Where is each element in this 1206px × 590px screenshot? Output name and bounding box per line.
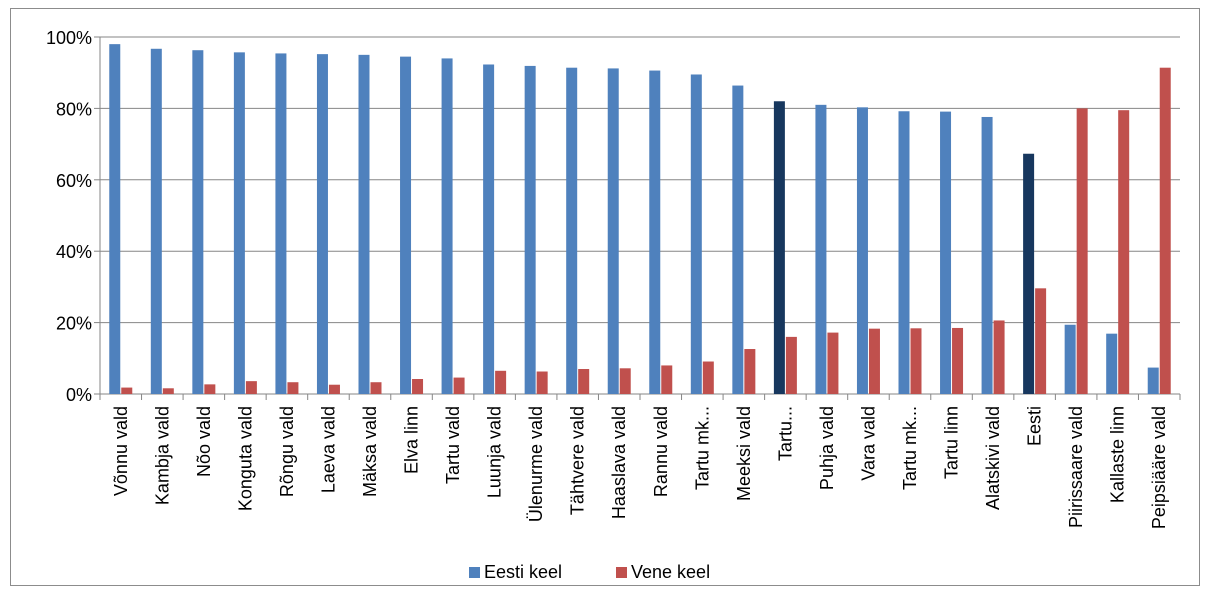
y-tick-label: 0% [66,385,92,405]
bar-eesti-keel [524,65,536,395]
bar-eesti-keel [150,48,162,394]
chart-frame [10,8,1200,586]
x-category-label: Konguta vald [235,406,255,511]
bar-vene-keel [868,328,880,394]
x-category-label: Peipsiääre vald [1149,406,1169,529]
x-category-label: Puhja vald [817,406,837,490]
bar-vene-keel [952,327,964,394]
bar-eesti-keel [1064,324,1076,394]
bar-eesti-keel [815,104,827,394]
y-tick-label: 60% [56,171,92,191]
bar-vene-keel [162,388,174,394]
legend-label-eesti-keel: Eesti keel [484,562,562,582]
x-category-label: Meeksi vald [734,406,754,501]
legend-label-vene-keel: Vene keel [631,562,710,582]
bar-eesti-keel [109,44,121,394]
bar-vene-keel [785,336,797,394]
bar-vene-keel [245,381,257,394]
legend-swatch-vene-keel [616,567,627,578]
x-category-label: Tartu vald [443,406,463,484]
bar-vene-keel [495,370,507,394]
bar-eesti-keel [1147,367,1159,394]
x-category-label: Piirissaare vald [1066,406,1086,528]
x-category-label: Tartu... [775,406,795,461]
bar-eesti-keel [1023,153,1035,394]
bar-eesti-keel [566,67,578,395]
y-tick-label: 40% [56,242,92,262]
x-category-label: Kambja vald [152,406,172,505]
bar-vene-keel [412,379,424,394]
bar-eesti-keel [483,64,495,394]
bar-vene-keel [287,382,299,394]
bar-eesti-keel [233,52,245,394]
x-category-label: Võnnu vald [111,406,131,496]
bar-vene-keel [827,332,839,394]
x-category-label: Rõngu vald [277,406,297,497]
bar-vene-keel [619,368,631,394]
bar-eesti-keel [441,58,453,395]
bar-vene-keel [121,387,133,394]
bar-eesti-keel [192,50,204,395]
x-category-label: Alatskivi vald [983,406,1003,510]
bar-vene-keel [1159,67,1171,395]
bar-eesti-keel [898,111,910,395]
bar-eesti-keel [649,70,661,395]
bar-vene-keel [204,384,216,394]
bar-vene-keel [1118,110,1130,394]
bar-vene-keel [453,377,465,394]
bar-vene-keel [744,349,756,394]
x-category-label: Laeva vald [318,406,338,493]
bar-vene-keel [661,365,673,394]
bar-vene-keel [578,369,590,394]
x-category-label: Luunja vald [485,406,505,498]
bar-vene-keel [1076,108,1088,395]
bar-eesti-keel [275,53,287,395]
x-category-label: Kallaste linn [1108,406,1128,503]
bar-vene-keel [1035,288,1047,394]
bar-eesti-keel [607,68,619,394]
bar-eesti-keel [981,116,993,394]
bar-eesti-keel [773,101,785,394]
x-category-label: Tartu mk... [900,406,920,490]
x-category-label: Tartu linn [942,406,962,479]
bar-vene-keel [993,320,1005,394]
x-category-label: Elva linn [402,406,422,474]
bar-eesti-keel [358,54,370,394]
bar-eesti-keel [856,107,868,394]
x-category-label: Tähtvere vald [568,406,588,515]
x-category-label: Haaslava vald [609,406,629,519]
bar-eesti-keel [1106,333,1118,394]
x-category-label: Vara vald [858,406,878,481]
bar-vene-keel [910,328,922,394]
x-category-label: Tartu mk... [692,406,712,490]
bar-eesti-keel [940,111,952,394]
bar-vene-keel [536,371,548,394]
y-tick-label: 100% [46,28,92,48]
bar-eesti-keel [316,54,328,395]
y-tick-label: 80% [56,99,92,119]
x-category-label: Mäksa vald [360,406,380,497]
x-category-label: Eesti [1025,406,1045,446]
x-category-label: Nõo vald [194,406,214,477]
bar-vene-keel [702,361,714,394]
bar-eesti-keel [400,56,412,394]
bar-vene-keel [328,384,340,394]
x-category-label: Rannu vald [651,406,671,497]
bar-eesti-keel [732,85,744,394]
bar-vene-keel [370,382,382,394]
legend-swatch-eesti-keel [469,567,480,578]
y-tick-label: 20% [56,314,92,334]
bar-eesti-keel [690,74,702,395]
x-category-label: Ülenurme vald [526,406,546,522]
